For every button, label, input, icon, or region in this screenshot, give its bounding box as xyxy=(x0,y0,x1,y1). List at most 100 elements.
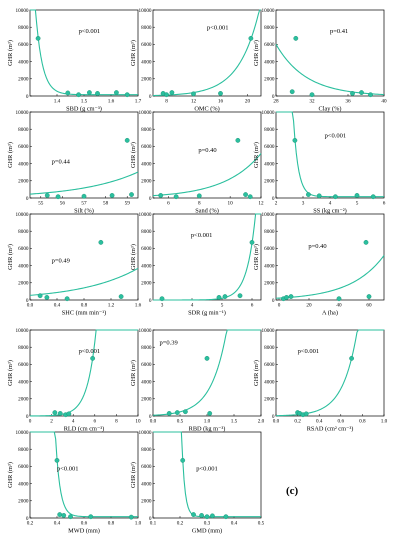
x-tick-label: 10 xyxy=(135,419,141,425)
y-tick-label: 6000 xyxy=(18,464,29,470)
data-point xyxy=(159,296,165,302)
y-axis-label: GHR (m³) xyxy=(130,40,137,66)
y-tick-label: 0 xyxy=(149,94,152,100)
x-tick-label: 57 xyxy=(81,201,87,207)
y-tick-label: 0 xyxy=(149,196,152,202)
y-tick-label: 4000 xyxy=(264,379,275,385)
plot-frame xyxy=(29,431,139,519)
x-tick-label: 59 xyxy=(125,201,131,207)
fit-curve xyxy=(275,44,385,96)
y-tick-label: 10000 xyxy=(139,328,152,334)
data-point xyxy=(243,192,248,197)
data-point xyxy=(363,239,369,245)
y-tick-label: 10000 xyxy=(262,110,275,116)
data-point xyxy=(204,514,210,520)
plot-frame xyxy=(29,111,139,199)
y-tick-label: 6000 xyxy=(264,42,275,48)
y-axis-label: GHR (m³) xyxy=(130,462,137,488)
data-point xyxy=(182,409,188,415)
y-tick-label: 8000 xyxy=(264,25,275,31)
p-value-annotation: p=0.39 xyxy=(159,339,177,346)
x-tick-label: 0.5 xyxy=(258,521,265,527)
data-point xyxy=(309,92,315,98)
data-point xyxy=(336,296,342,302)
x-axis-label: RBD (kg m⁻³) xyxy=(189,426,226,433)
x-tick-label: 1.5 xyxy=(81,99,88,105)
data-point xyxy=(191,512,196,517)
data-point xyxy=(128,514,134,520)
y-tick-label: 0 xyxy=(272,196,275,202)
data-point xyxy=(354,193,360,198)
data-point xyxy=(174,410,180,415)
fit-curve xyxy=(29,267,139,296)
x-tick-label: 0.2 xyxy=(294,419,301,425)
x-tick-label: 4 xyxy=(191,303,194,309)
p-value-annotation: p<0.001 xyxy=(191,232,213,239)
fit-curve xyxy=(30,9,138,96)
y-axis-label: GHR (m³) xyxy=(253,244,260,270)
x-tick-label: 0 xyxy=(278,303,281,309)
y-axis-label: GHR (m³) xyxy=(253,142,260,168)
x-tick-label: 3 xyxy=(161,303,164,309)
data-point xyxy=(166,411,172,416)
y-tick-label: 0 xyxy=(26,94,29,100)
data-point xyxy=(87,90,92,95)
x-tick-label: 1.4 xyxy=(54,99,61,105)
x-tick-label: 40 xyxy=(381,99,387,105)
plot-frame xyxy=(152,9,262,97)
x-tick-label: 10 xyxy=(228,201,234,207)
chart-panel-silt: 0 2000 4000 6000 8000 10000 55 56 57 58 59 Silt (%)… xyxy=(7,110,139,215)
data-point xyxy=(118,294,124,299)
y-tick-label: 6000 xyxy=(18,246,29,252)
x-tick-label: 0.6 xyxy=(338,419,345,425)
x-axis-label: SS (kg cm⁻²) xyxy=(313,208,347,215)
chart-panel-sand: 0 2000 4000 6000 8000 10000 6 8 10 12 Sand (%) GHR … xyxy=(130,110,264,215)
p-value-annotation: p=0.49 xyxy=(52,258,70,265)
y-tick-label: 2000 xyxy=(264,77,275,83)
y-tick-label: 10000 xyxy=(16,212,29,218)
y-tick-label: 6000 xyxy=(18,362,29,368)
y-tick-label: 10000 xyxy=(16,110,29,116)
x-tick-label: 0.4 xyxy=(54,521,61,527)
y-tick-label: 2000 xyxy=(18,499,29,505)
x-tick-label: 32 xyxy=(309,99,315,105)
y-tick-label: 2000 xyxy=(264,281,275,287)
x-tick-label: 16 xyxy=(218,99,224,105)
p-value-annotation: p=0.40 xyxy=(198,147,216,154)
x-tick-label: 6 xyxy=(383,201,386,207)
x-tick-label: 5 xyxy=(221,303,224,309)
data-point xyxy=(44,295,50,300)
data-point xyxy=(109,193,115,198)
fit-curve xyxy=(152,153,262,197)
data-point xyxy=(57,411,63,416)
x-tick-label: 0.0 xyxy=(27,303,34,309)
data-point xyxy=(249,239,255,245)
y-tick-label: 2000 xyxy=(18,77,29,83)
data-point xyxy=(204,355,210,361)
y-tick-label: 10000 xyxy=(262,8,275,14)
fit-curve xyxy=(276,111,384,198)
x-axis-label: Silt (%) xyxy=(74,208,94,215)
data-point xyxy=(164,92,169,98)
data-point xyxy=(370,194,376,200)
y-tick-label: 4000 xyxy=(264,59,275,65)
chart-panel-sbd: 0 2000 4000 6000 8000 10000 1.4 1.5 1.6 1.7 SBD (g… xyxy=(7,8,142,113)
x-axis-label: SHC (mm min⁻¹) xyxy=(62,310,106,317)
p-value-annotation: p<0.001 xyxy=(325,133,347,140)
data-point xyxy=(207,411,213,416)
y-axis-label: GHR (m³) xyxy=(130,142,137,168)
x-tick-label: 36 xyxy=(345,99,351,105)
x-tick-label: 3 xyxy=(302,201,305,207)
y-tick-label: 0 xyxy=(26,414,29,420)
data-point xyxy=(76,92,82,98)
x-tick-label: 2 xyxy=(50,419,53,425)
x-tick-label: 1.2 xyxy=(108,303,115,309)
fit-curve xyxy=(153,213,261,301)
data-point xyxy=(114,90,119,95)
data-point xyxy=(44,193,50,198)
x-tick-label: 8 xyxy=(198,201,201,207)
x-axis-label: Sand (%) xyxy=(195,208,219,215)
data-point xyxy=(55,194,61,200)
x-tick-label: 40 xyxy=(336,303,342,309)
